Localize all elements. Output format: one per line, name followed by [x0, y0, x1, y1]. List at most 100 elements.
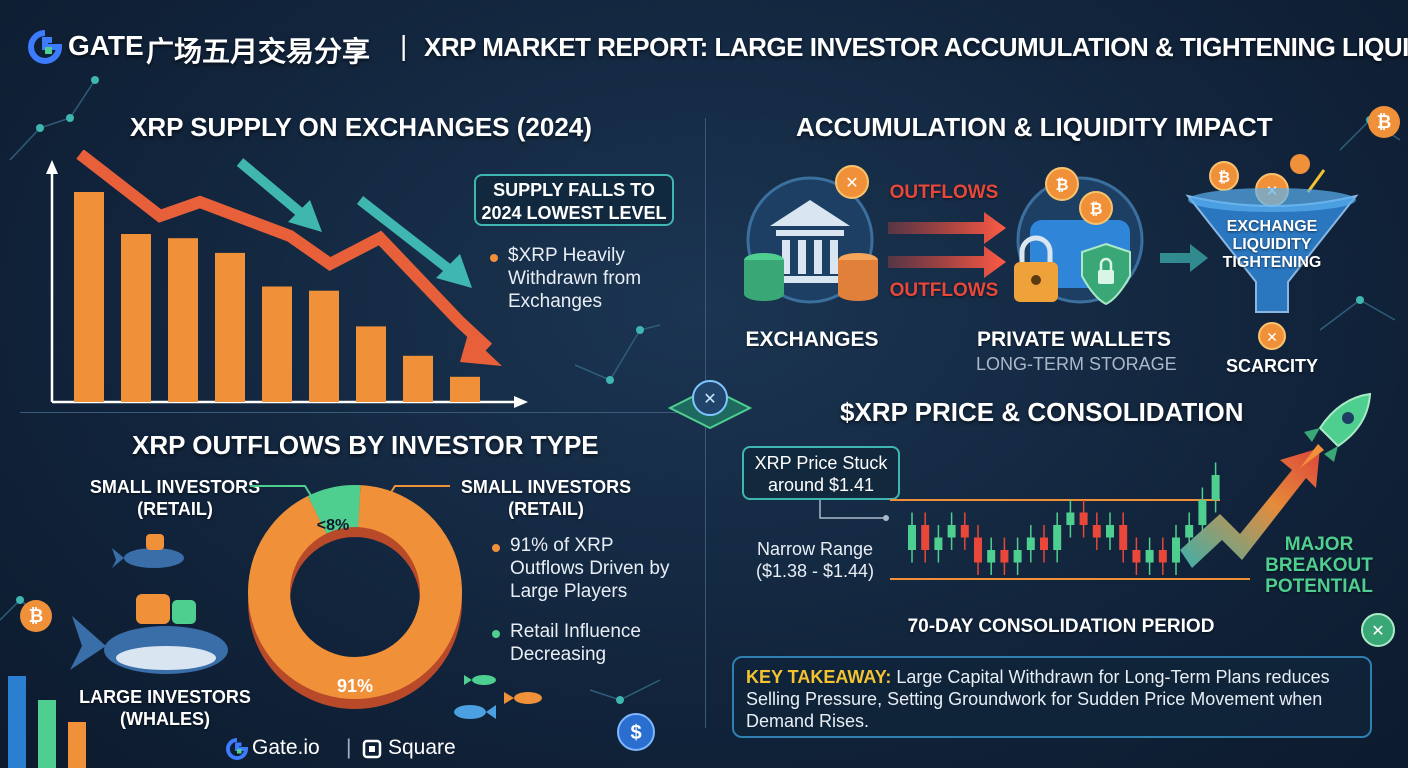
supply-bullet: $XRP Heavily Withdrawn from Exchanges	[490, 244, 680, 313]
price-title: $XRP PRICE & CONSOLIDATION	[840, 397, 1244, 427]
candle-body	[947, 525, 956, 538]
report-title: XRP MARKET REPORT: LARGE INVESTOR ACCUMU…	[424, 32, 1408, 62]
donut-slice	[307, 485, 361, 535]
price-box-text: XRP Price Stuck around $1.41	[754, 453, 888, 495]
trend-arrow-head	[460, 334, 502, 366]
bitcoin-coin-icon: ₿	[20, 600, 52, 632]
teal-arrow-head	[288, 200, 322, 232]
candle-body	[1132, 550, 1141, 563]
trend-arrow	[76, 150, 493, 353]
svg-text:✕: ✕	[703, 389, 716, 408]
candle-body	[1106, 525, 1114, 538]
candle-body	[1211, 475, 1220, 500]
svg-text:✕: ✕	[1266, 330, 1278, 346]
bullet-dot-orange	[490, 254, 498, 262]
liquidity-arrow	[1160, 244, 1208, 272]
supply-bar	[168, 238, 198, 402]
supply-bar	[356, 326, 386, 402]
outflows-title: XRP OUTFLOWS BY INVESTOR TYPE	[132, 430, 599, 460]
candle-body	[1000, 550, 1009, 563]
supply-callout-text: SUPPLY FALLS TO 2024 LOWEST LEVEL	[481, 180, 667, 223]
takeaway-text: Large Capital Withdrawn for Long-Term Pl…	[746, 667, 1330, 731]
svg-text:₿: ₿	[29, 606, 44, 627]
candle-body	[921, 525, 930, 550]
svg-text:✕: ✕	[845, 173, 858, 192]
outflows-bullet-1-text: 91% of XRP Outflows Driven by Large Play…	[510, 535, 670, 602]
candle-body	[1079, 512, 1088, 525]
donut-label-retail: <8%	[317, 517, 349, 534]
supply-bar	[121, 234, 151, 402]
callout-lines	[250, 485, 450, 511]
bitcoin-coin-icon: ₿	[1368, 106, 1400, 138]
scarcity-label: SCARCITY	[1225, 356, 1318, 376]
donut-slice	[248, 485, 462, 699]
svg-text:✕: ✕	[1371, 621, 1384, 640]
small-whale-icon	[112, 534, 184, 568]
supply-bar-chart	[46, 150, 528, 408]
accumulation-title: ACCUMULATION & LIQUIDITY IMPACT	[796, 112, 1273, 142]
supply-bar	[450, 376, 480, 402]
candle-body	[1053, 525, 1062, 550]
left-small-investors-label: SMALL INVESTORS (RETAIL)	[89, 477, 261, 519]
candle-body	[1026, 537, 1035, 550]
header: GATE 广场五月交易分享 | XRP MARKET REPORT: LARGE…	[28, 24, 1408, 70]
period-label: 70-DAY CONSOLIDATION PERIOD	[907, 616, 1215, 637]
supply-bar	[74, 192, 104, 402]
price-box: XRP Price Stuck around $1.41	[742, 446, 900, 500]
svg-text:₿: ₿	[1377, 112, 1392, 133]
brand-name: GATE	[68, 30, 144, 61]
candle-body	[1066, 512, 1075, 525]
candle-body	[1013, 550, 1022, 563]
outflow-arrows	[888, 212, 1006, 278]
candle-body	[1092, 525, 1101, 538]
exchange-bank-icon: ✕	[744, 165, 878, 304]
supply-bar	[215, 252, 245, 402]
svg-text:₿: ₿	[1218, 168, 1230, 186]
x-axis-arrow	[514, 396, 528, 408]
svg-text:₿: ₿	[1089, 199, 1102, 218]
footer-square: Square	[388, 736, 456, 759]
supply-bar	[309, 290, 339, 402]
footer: Gate.io | Square	[226, 736, 486, 762]
breakout-label: MAJOR BREAKOUT POTENTIAL	[1265, 534, 1373, 597]
outflows-label-top: OUTFLOWS	[889, 182, 999, 203]
breakout-arrow	[1180, 448, 1320, 568]
outflows-donut-chart: <8% 91%	[248, 485, 462, 709]
teal-arrow	[356, 196, 454, 274]
candle-body	[1198, 500, 1207, 525]
footer-gate-io: Gate.io	[252, 736, 320, 759]
private-wallets-sub: LONG-TERM STORAGE	[976, 354, 1177, 374]
candle-body	[1040, 537, 1048, 550]
exchanges-label: EXCHANGES	[745, 328, 879, 351]
supply-bar	[403, 355, 433, 402]
footer-divider: |	[346, 736, 352, 759]
bullet-dot-orange	[492, 544, 500, 552]
donut-label-whales: 91%	[337, 676, 373, 696]
teal-arrow-head	[436, 254, 472, 288]
outflows-bullet-2-text: Retail Influence Decreasing	[510, 621, 641, 665]
candle-body	[960, 525, 969, 538]
supply-callout: SUPPLY FALLS TO 2024 LOWEST LEVEL	[474, 174, 674, 226]
funnel-label: EXCHANGE LIQUIDITY TIGHTENING	[1222, 218, 1322, 271]
xrp-chip-icon: ✕	[667, 380, 753, 430]
left-large-investors-label: LARGE INVESTORS (WHALES)	[79, 687, 251, 729]
outflows-label-bottom: OUTFLOWS	[889, 280, 999, 301]
outflows-bullet-1: 91% of XRP Outflows Driven by Large Play…	[492, 534, 692, 603]
candle-body	[1145, 550, 1154, 563]
candle-body	[1185, 525, 1194, 538]
brand-subtitle: 广场五月交易分享	[146, 35, 371, 68]
dollar-coin-icon: $	[617, 713, 655, 751]
liquidity-funnel-icon: ₿ ✕ ✕	[1185, 154, 1359, 350]
outflows-bullet-2: Retail Influence Decreasing	[492, 620, 672, 666]
supply-title: XRP SUPPLY ON EXCHANGES (2024)	[130, 112, 592, 142]
right-small-investors-label: SMALL INVESTORS (RETAIL)	[460, 477, 632, 519]
header-separator: |	[400, 30, 408, 61]
fish-icons	[454, 675, 542, 719]
decor-bars	[8, 676, 86, 768]
price-box-connector	[819, 500, 889, 521]
supply-bar	[262, 286, 292, 402]
horizontal-divider-left	[20, 412, 680, 413]
teal-arrow	[236, 158, 306, 218]
key-takeaway-box: KEY TAKEAWAY: Large Capital Withdrawn fo…	[732, 656, 1372, 738]
large-whale-icon	[70, 594, 228, 674]
